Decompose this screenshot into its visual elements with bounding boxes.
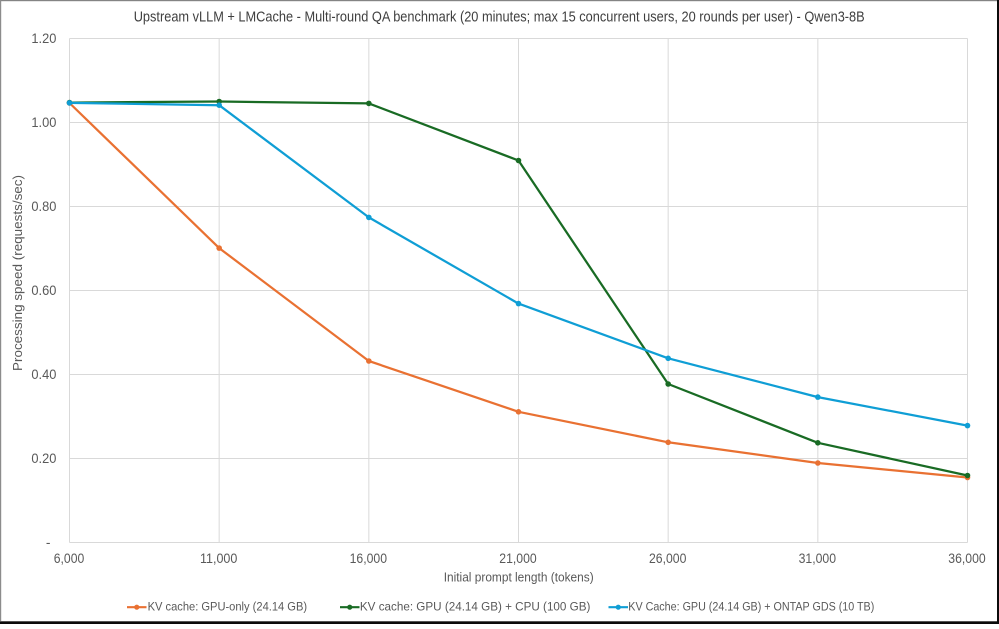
svg-text:Initial prompt length (tokens): Initial prompt length (tokens)	[444, 570, 594, 585]
svg-text:KV Cache: GPU (24.14 GB) + ONT: KV Cache: GPU (24.14 GB) + ONTAP GDS (10…	[628, 600, 874, 614]
svg-text:Upstream vLLM + LMCache - Mult: Upstream vLLM + LMCache - Multi-round QA…	[134, 9, 865, 25]
svg-text:36,000: 36,000	[948, 551, 986, 566]
svg-text:1.00: 1.00	[31, 115, 56, 130]
svg-text:1.20: 1.20	[31, 31, 56, 46]
svg-text:21,000: 21,000	[499, 551, 537, 566]
svg-text:0.60: 0.60	[31, 283, 56, 298]
svg-text:16,000: 16,000	[350, 551, 388, 566]
svg-text:31,000: 31,000	[799, 551, 837, 566]
svg-text:11,000: 11,000	[200, 551, 238, 566]
svg-text:0.80: 0.80	[31, 199, 56, 214]
svg-text:-: -	[46, 535, 51, 550]
svg-text:0.40: 0.40	[31, 367, 56, 382]
svg-text:Processing speed (requests/sec: Processing speed (requests/sec)	[10, 175, 25, 371]
svg-text:KV cache: GPU-only (24.14 GB): KV cache: GPU-only (24.14 GB)	[148, 600, 308, 614]
svg-text:6,000: 6,000	[54, 551, 85, 566]
svg-text:26,000: 26,000	[649, 551, 687, 566]
svg-text:KV cache: GPU (24.14 GB) + CPU: KV cache: GPU (24.14 GB) + CPU (100 GB)	[360, 600, 591, 614]
svg-text:0.20: 0.20	[31, 451, 56, 466]
